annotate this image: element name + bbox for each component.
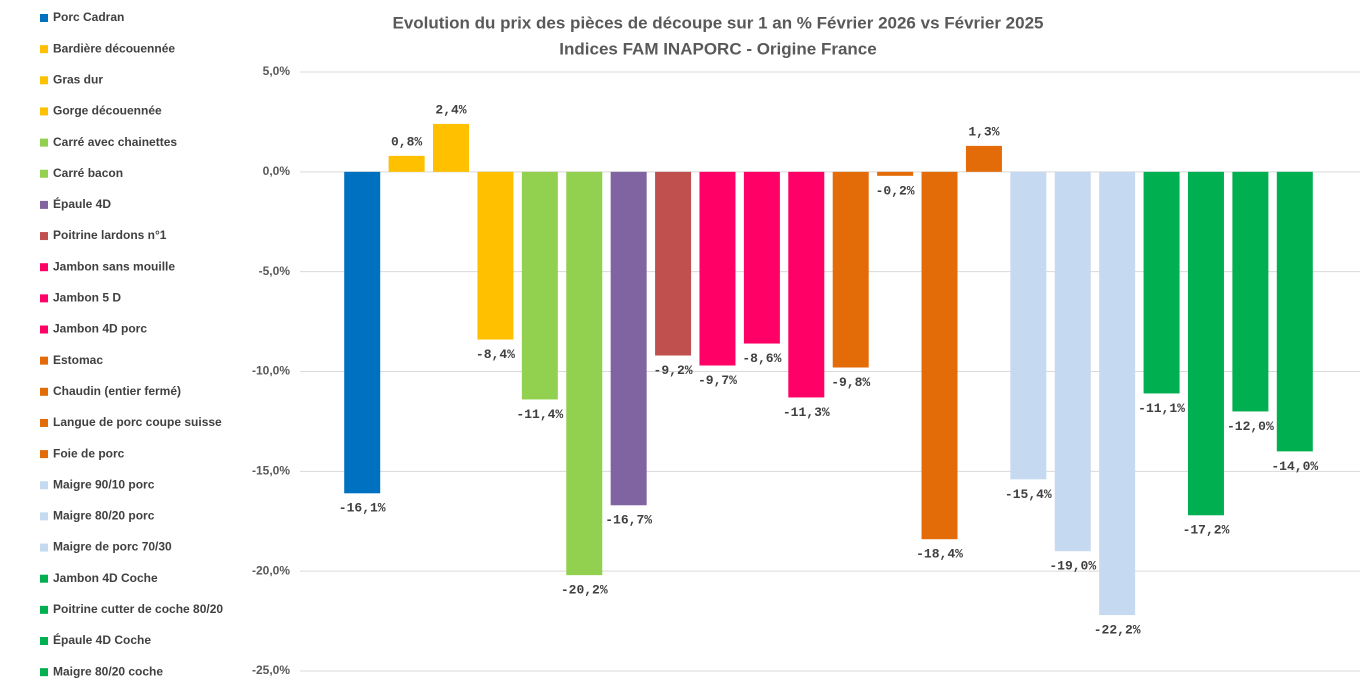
bar (1099, 171, 1136, 616)
value-label: -11,1% (1138, 401, 1185, 416)
legend-label: Foie de porc (53, 446, 125, 460)
legend-swatch (40, 107, 48, 116)
legend-label: Poitrine cutter de coche 80/20 (53, 602, 223, 616)
value-label: -16,1% (339, 501, 386, 516)
bar (1276, 171, 1313, 452)
legend-label: Carré avec chainettes (53, 135, 177, 149)
legend-swatch (40, 574, 48, 583)
value-label: 0,8% (391, 134, 422, 149)
bar (433, 123, 470, 172)
value-label: -19,0% (1049, 559, 1096, 574)
bar (877, 171, 914, 176)
value-label: -9,7% (698, 373, 737, 388)
legend-swatch (40, 14, 48, 22)
value-label: -15,4% (1005, 487, 1052, 502)
legend-swatch (40, 418, 48, 427)
legend-label: Estomac (53, 353, 103, 367)
bar (388, 155, 425, 172)
legend-label: Carré bacon (53, 166, 123, 180)
legend-swatch (40, 450, 48, 459)
legend-swatch (40, 605, 48, 614)
bar (1143, 171, 1180, 394)
legend-swatch (40, 200, 48, 209)
legend-label: Jambon 4D porc (53, 322, 147, 336)
legend-swatch (40, 232, 48, 241)
bar (832, 171, 869, 368)
bar (921, 171, 958, 540)
legend-swatch (40, 668, 48, 677)
value-label: 2,4% (435, 102, 466, 117)
bar (699, 171, 736, 366)
legend-label: Maigre 80/20 porc (53, 509, 155, 523)
y-tick-label: 5,0% (263, 64, 291, 78)
legend-label: Gorge découennée (53, 104, 162, 118)
legend-label: Maigre de porc 70/30 (53, 540, 172, 554)
y-tick-label: 0,0% (263, 164, 291, 178)
value-label: -11,3% (783, 405, 830, 420)
value-label: -18,4% (916, 547, 963, 562)
bar (477, 171, 514, 340)
legend-label: Chaudin (entier fermé) (53, 384, 181, 398)
bar (566, 171, 603, 576)
bar (521, 171, 558, 400)
bar (1054, 171, 1091, 552)
value-label: -8,4% (476, 347, 515, 362)
y-tick-label: -10,0% (252, 364, 290, 378)
legend-label: Épaule 4D Coche (53, 632, 151, 647)
y-tick-label: -20,0% (252, 563, 290, 577)
value-label: -20,2% (561, 583, 608, 598)
bar (743, 171, 780, 344)
legend-swatch (40, 356, 48, 365)
legend-label: Porc Cadran (53, 10, 124, 24)
value-label: -17,2% (1183, 523, 1230, 538)
bar (344, 171, 381, 494)
legend-label: Jambon sans mouille (53, 259, 175, 273)
bar (1010, 171, 1047, 480)
legend-swatch (40, 512, 48, 521)
y-tick-label: -15,0% (252, 464, 290, 478)
chart-subtitle: Indices FAM INAPORC - Origine France (559, 39, 876, 58)
chart-title: Evolution du prix des pièces de découpe … (392, 13, 1043, 32)
bar (1232, 171, 1269, 412)
value-label: -14,0% (1271, 459, 1318, 474)
value-label: -12,0% (1227, 419, 1274, 434)
legend-swatch (40, 387, 48, 396)
legend-swatch (40, 543, 48, 552)
legend-label: Jambon 4D Coche (53, 571, 158, 585)
legend-swatch (40, 481, 48, 490)
legend-swatch (40, 76, 48, 85)
bar (788, 171, 825, 398)
value-label: -11,4% (516, 407, 563, 422)
legend-swatch (40, 169, 48, 178)
legend-swatch (40, 138, 48, 147)
legend-swatch (40, 325, 48, 334)
legend-label: Maigre 80/20 coche (53, 664, 163, 678)
legend-swatch (40, 294, 48, 303)
legend-label: Langue de porc coupe suisse (53, 415, 222, 429)
value-label: -22,2% (1094, 623, 1141, 638)
value-label: -0,2% (876, 183, 915, 198)
value-label: -9,8% (831, 375, 870, 390)
value-label: -16,7% (605, 513, 652, 528)
legend-label: Gras dur (53, 72, 103, 86)
legend-label: Épaule 4D (53, 196, 111, 211)
y-tick-label: -5,0% (259, 264, 291, 278)
y-tick-label: -25,0% (252, 663, 290, 677)
bar (1187, 171, 1224, 516)
value-label: -9,2% (654, 363, 693, 378)
legend-swatch (40, 263, 48, 272)
legend-label: Poitrine lardons n°1 (53, 228, 167, 242)
bar (610, 171, 647, 506)
legend-swatch (40, 637, 48, 645)
legend-label: Jambon 5 D (53, 291, 121, 305)
value-label: 1,3% (968, 124, 999, 139)
legend-label: Maigre 90/10 porc (53, 477, 155, 491)
legend-swatch (40, 45, 48, 54)
bar (655, 171, 692, 356)
bar (965, 145, 1002, 172)
value-label: -8,6% (742, 351, 781, 366)
legend-label: Bardière découennée (53, 41, 175, 55)
